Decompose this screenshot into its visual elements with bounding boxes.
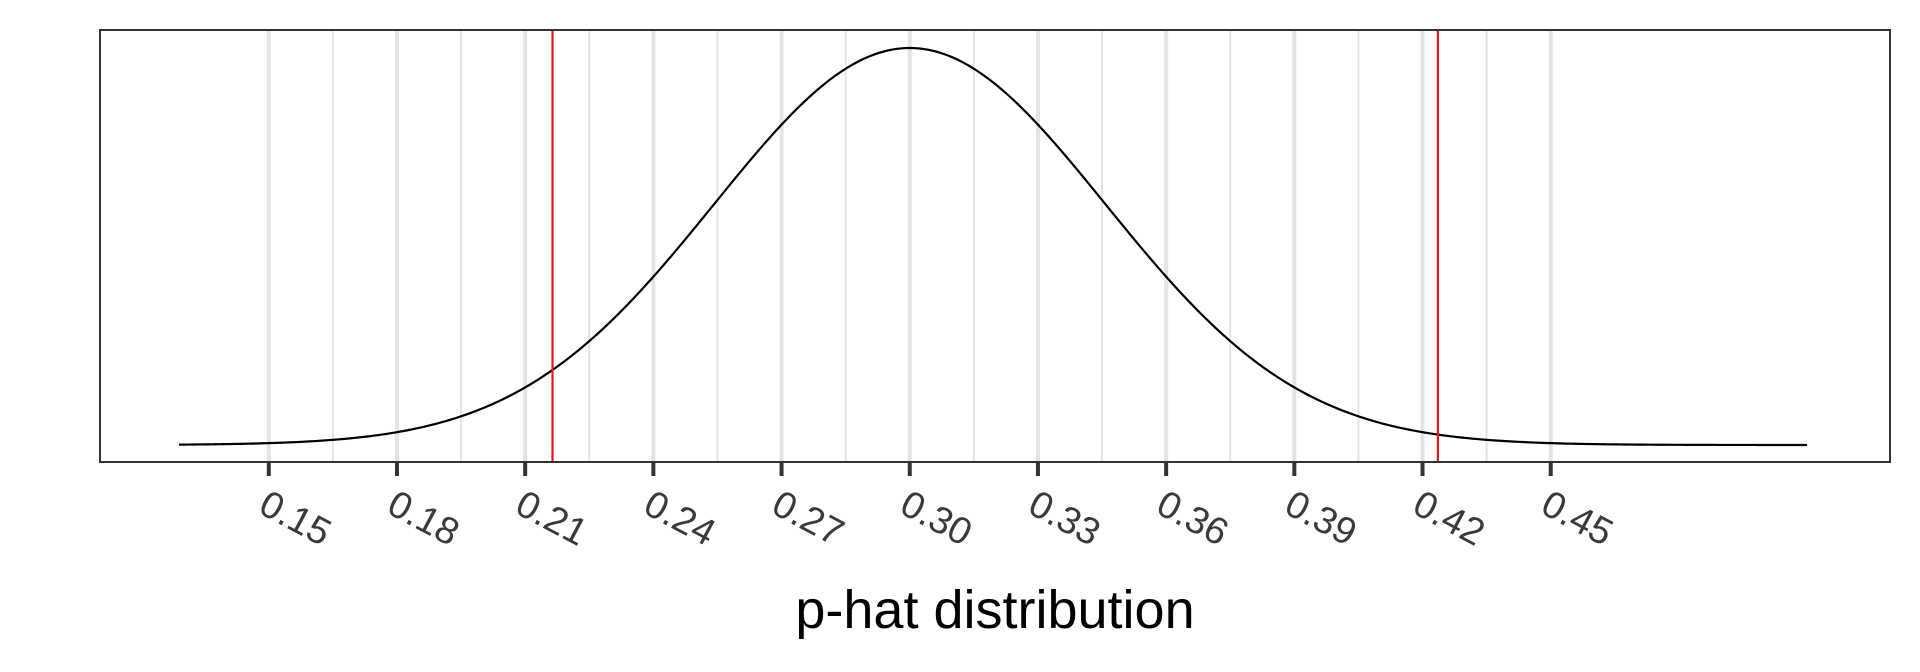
x-tick-label: 0.39 xyxy=(1278,483,1363,555)
x-tick-label: 0.30 xyxy=(894,483,979,555)
x-axis-title: p-hat distribution xyxy=(795,580,1194,640)
x-tick-label: 0.36 xyxy=(1150,483,1235,555)
x-tick-label: 0.18 xyxy=(381,483,466,555)
x-tick-label: 0.27 xyxy=(765,483,850,555)
x-tick-label: 0.21 xyxy=(509,483,594,555)
x-tick-label: 0.45 xyxy=(1534,483,1619,555)
x-tick-label: 0.33 xyxy=(1022,483,1107,555)
vline-layer xyxy=(551,30,1440,462)
grid-layer xyxy=(266,30,1553,462)
curve-layer xyxy=(179,46,1808,447)
x-tick-label: 0.24 xyxy=(637,483,722,555)
plot-frame xyxy=(99,29,1891,463)
density-curve xyxy=(179,46,1808,447)
x-tick-label: 0.42 xyxy=(1406,483,1491,555)
x-tick-label: 0.15 xyxy=(253,483,338,555)
x-axis: 0.15 0.18 0.21 0.24 0.27 0.30 0.33 0.36 0.39 0.42… xyxy=(253,462,1620,555)
